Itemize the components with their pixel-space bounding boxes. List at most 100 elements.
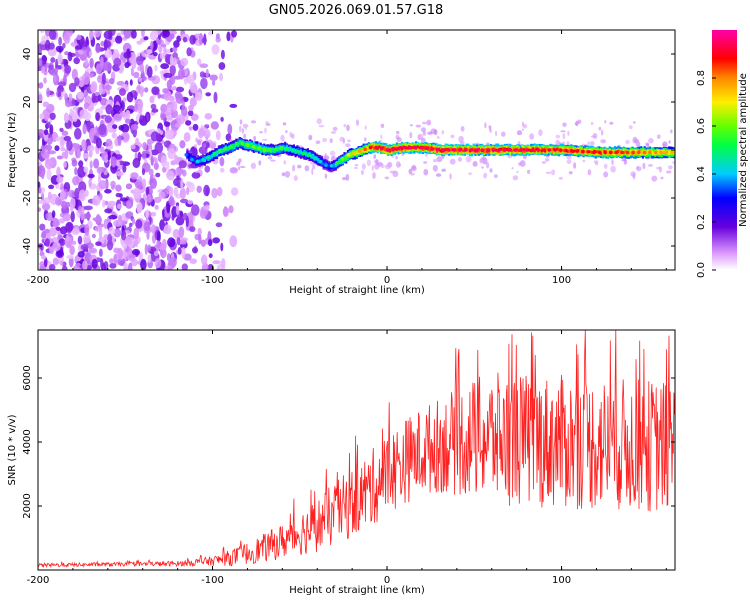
noise-speck	[201, 254, 208, 266]
ridge-segment	[421, 145, 425, 149]
ridge-halo-speck	[441, 130, 445, 135]
noise-speck	[103, 40, 112, 48]
ridge-peak-dot	[558, 148, 563, 152]
noise-speck	[190, 113, 199, 121]
ridge-halo-speck	[460, 125, 465, 132]
snr-xtick-label: 100	[552, 575, 571, 586]
ridge-segment	[505, 147, 508, 151]
ridge-halo-speck	[425, 121, 432, 125]
noise-speck	[63, 161, 67, 168]
ridge-segment	[479, 149, 482, 153]
ridge-segment	[249, 143, 252, 147]
ridge-peak-dot	[670, 150, 674, 155]
ridge-segment	[434, 147, 437, 151]
ridge-peak-dot	[374, 145, 379, 150]
ridge-segment	[305, 152, 308, 156]
ridge-segment	[289, 147, 292, 151]
noise-speck	[96, 166, 103, 174]
ridge-halo-speck	[665, 170, 672, 174]
ridge-peak-dot	[273, 147, 278, 152]
ridge-segment	[366, 146, 369, 150]
ridge-peak-dot	[620, 150, 624, 155]
noise-speck	[115, 184, 122, 192]
ridge-peak-dot	[307, 153, 312, 157]
ridge-peak-dot	[363, 147, 367, 151]
noise-speck	[105, 104, 113, 115]
noise-speck	[211, 44, 220, 55]
ridge-peak-dot	[329, 164, 334, 168]
noise-speck	[150, 211, 157, 217]
noise-speck	[160, 43, 167, 48]
snr-series-line	[38, 330, 675, 569]
noise-speck	[68, 82, 77, 93]
ridge-segment	[324, 162, 327, 165]
ridge-segment	[495, 148, 498, 152]
ridge-segment	[362, 148, 365, 152]
ridge-segment	[657, 151, 660, 155]
noise-speck	[199, 209, 207, 219]
ridge-halo-speck	[329, 138, 333, 144]
ridge-peak-dot	[486, 148, 490, 152]
ridge-halo-speck	[518, 162, 522, 166]
ridge-segment	[357, 151, 360, 155]
noise-speck	[141, 150, 147, 160]
noise-speck	[169, 54, 174, 66]
ridge-segment	[401, 147, 404, 150]
noise-speck	[219, 156, 225, 167]
noise-speck	[55, 58, 59, 69]
noise-speck	[106, 89, 111, 95]
noise-speck	[135, 219, 143, 229]
ridge-peak-dot	[463, 148, 468, 152]
ridge-peak-dot	[547, 148, 552, 152]
noise-speck	[38, 207, 41, 212]
ridge-segment	[284, 146, 287, 150]
ridge-halo-speck	[489, 168, 493, 173]
colorbar-gradient	[712, 30, 737, 270]
ridge-peak-dot	[497, 148, 501, 152]
noise-speck	[130, 123, 139, 131]
noise-speck	[150, 131, 160, 142]
noise-speck	[54, 145, 60, 152]
ridge-halo-speck	[488, 125, 492, 129]
noise-speck	[141, 30, 145, 38]
noise-speck	[40, 145, 46, 155]
noise-speck	[56, 86, 65, 93]
noise-speck	[52, 221, 60, 227]
noise-speck	[49, 246, 55, 255]
ridge-halo-speck	[322, 138, 328, 142]
noise-speck	[95, 137, 102, 149]
noise-speck	[61, 151, 67, 159]
noise-speck	[189, 258, 197, 265]
ridge-peak-dot	[206, 155, 211, 159]
noise-speck	[169, 256, 177, 268]
ridge-segment	[233, 144, 236, 148]
ridge-halo-speck	[465, 156, 472, 163]
noise-speck	[74, 77, 80, 87]
ridge-segment	[472, 148, 475, 152]
ridge-peak-dot	[240, 142, 244, 146]
ridge-segment	[523, 148, 526, 152]
ridge-segment	[193, 159, 196, 162]
ridge-peak-dot	[340, 157, 345, 161]
noise-speck	[38, 187, 42, 194]
ridge-halo-speck	[380, 164, 385, 169]
ridge-segment	[360, 149, 364, 153]
ridge-halo-speck	[545, 155, 550, 158]
ridge-halo-speck	[194, 144, 198, 149]
noise-speck	[113, 219, 122, 227]
ridge-peak-dot	[419, 145, 423, 150]
ridge-segment	[416, 145, 419, 149]
ridge-segment	[601, 150, 604, 154]
ridge-segment	[205, 156, 208, 160]
ridge-halo-speck	[582, 159, 586, 163]
ridge-halo-speck	[651, 175, 658, 182]
ridge-segment	[406, 146, 409, 150]
noise-speck	[208, 239, 213, 247]
noise-speck	[115, 192, 122, 198]
noise-speck	[89, 51, 93, 57]
noise-speck	[179, 198, 189, 204]
ridge-peak-dot	[268, 148, 272, 152]
ridge-peak-dot	[530, 148, 535, 152]
ridge-halo-speck	[395, 130, 400, 135]
noise-speck	[59, 139, 65, 148]
